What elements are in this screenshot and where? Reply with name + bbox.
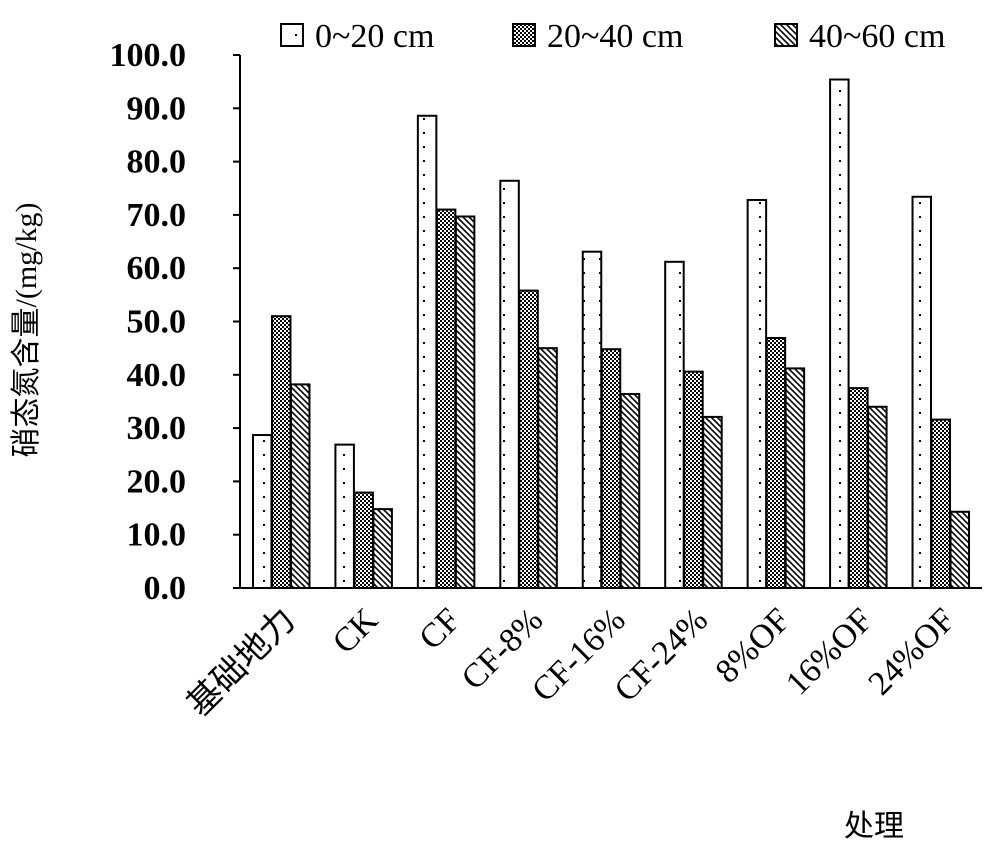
- bar-1-cat-6: [664, 260, 685, 589]
- bar-1-cat-4: [499, 179, 520, 589]
- bar-1-cat-7: [746, 198, 768, 589]
- bar-3-cat-4: [537, 347, 558, 589]
- category-label: 基础地力: [180, 601, 303, 724]
- legend-label-1: 0~20 cm: [315, 18, 434, 55]
- y-tick-label: 10.0: [127, 517, 187, 554]
- bar-1-cat-8: [829, 78, 850, 589]
- y-tick-label: 30.0: [127, 410, 187, 447]
- y-axis-tick-labels: 0.0 10.0 20.0 30.0 40.0 50.0 60.0 70.0 80.0 90.0 1…: [110, 37, 187, 607]
- y-axis-title: 硝态氮含量/(mg/kg): [10, 203, 43, 458]
- bar-2-cat-1: [270, 315, 292, 589]
- legend-swatch-1: [280, 23, 304, 47]
- category-label: CF-24%: [607, 601, 715, 709]
- bar-1-cat-2: [334, 443, 355, 589]
- bar-3-cat-2: [372, 508, 393, 589]
- category-label: 16%OF: [779, 601, 880, 702]
- bar-3-cat-7: [784, 367, 806, 589]
- bars-group: [251, 78, 971, 590]
- bar-2-cat-8: [848, 387, 869, 589]
- y-tick-label: 80.0: [127, 144, 187, 181]
- legend-swatch-2: [512, 23, 536, 47]
- y-tick-label: 60.0: [127, 250, 187, 287]
- legend-label-2: 20~40 cm: [547, 18, 683, 55]
- legend-swatch-3: [774, 23, 798, 47]
- y-tick-label: 50.0: [127, 304, 187, 341]
- bar-1-cat-5: [581, 250, 603, 589]
- bar-3-cat-3: [454, 215, 476, 589]
- y-tick-label: 0.0: [144, 570, 187, 607]
- bar-2-cat-5: [600, 348, 622, 589]
- y-tick-label: 70.0: [127, 197, 187, 234]
- bar-1-cat-1: [251, 434, 273, 589]
- bar-2-cat-7: [765, 337, 787, 590]
- y-tick-label: 90.0: [127, 90, 187, 127]
- y-tick-label: 100.0: [110, 37, 187, 74]
- legend: 0~20 cm 20~40 cm 40~60 cm: [280, 18, 945, 55]
- category-label: 24%OF: [861, 601, 962, 702]
- y-tick-label: 20.0: [127, 463, 187, 500]
- bar-3-cat-5: [619, 392, 641, 589]
- bar-2-cat-9: [930, 418, 952, 589]
- bar-2-cat-4: [518, 289, 539, 589]
- bar-2-cat-3: [435, 208, 457, 589]
- bar-2-cat-6: [683, 370, 704, 589]
- y-axis-ticks: [233, 54, 240, 589]
- bar-3-cat-8: [867, 405, 888, 589]
- bar-3-cat-9: [949, 510, 971, 590]
- bar-2-cat-2: [353, 491, 374, 589]
- bar-1-cat-9: [911, 195, 933, 589]
- category-label: CK: [326, 601, 386, 661]
- y-tick-label: 40.0: [127, 357, 187, 394]
- bar-3-cat-6: [702, 415, 723, 590]
- bar-1-cat-3: [416, 114, 438, 590]
- legend-label-3: 40~60 cm: [809, 18, 945, 55]
- category-label: CF: [412, 601, 468, 657]
- x-axis-title: 处理: [844, 810, 904, 843]
- bar-3-cat-1: [289, 383, 311, 590]
